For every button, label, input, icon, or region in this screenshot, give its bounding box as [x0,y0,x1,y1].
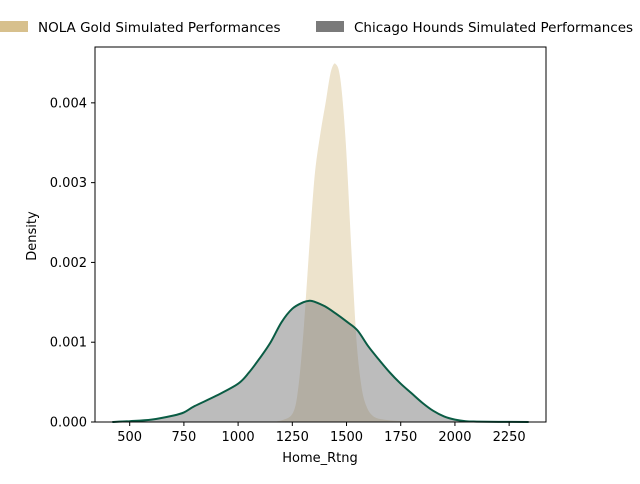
y-tick-label: 0.001 [50,336,87,351]
density-area-nola-gold [259,62,423,423]
x-tick-label: 750 [171,430,196,445]
x-tick-label: 2000 [438,430,471,445]
legend-label-nola-gold: NOLA Gold Simulated Performances [38,20,281,36]
y-axis: 0.000 0.001 0.002 0.003 0.004 [50,96,95,431]
plot-area [112,61,529,423]
x-tick-label: 1000 [222,430,255,445]
density-line-chicago-hounds [112,299,529,423]
legend-label-chicago-hounds: Chicago Hounds Simulated Performances [354,20,633,36]
x-tick-label: 1250 [276,430,309,445]
density-area-chicago-hounds [112,300,529,422]
y-tick-label: 0.002 [50,256,87,271]
axes-frame [94,46,547,423]
x-tick-label: 1500 [330,430,363,445]
y-tick-label: 0.003 [50,176,87,191]
legend-swatch-chicago-hounds [316,21,344,32]
legend-swatch-nola-gold [0,21,28,32]
y-tick-label: 0.000 [50,416,87,431]
y-axis-label: Density [25,211,40,261]
legend: NOLA Gold Simulated Performances Chicago… [0,20,633,36]
y-tick-label: 0.004 [50,96,87,111]
x-tick-label: 2250 [493,430,526,445]
x-tick-label: 1750 [384,430,417,445]
x-tick-label: 500 [117,430,142,445]
x-axis-label: Home_Rtng [282,451,358,466]
x-axis: 500 750 1000 1250 1500 1750 2000 2250 [117,422,526,445]
